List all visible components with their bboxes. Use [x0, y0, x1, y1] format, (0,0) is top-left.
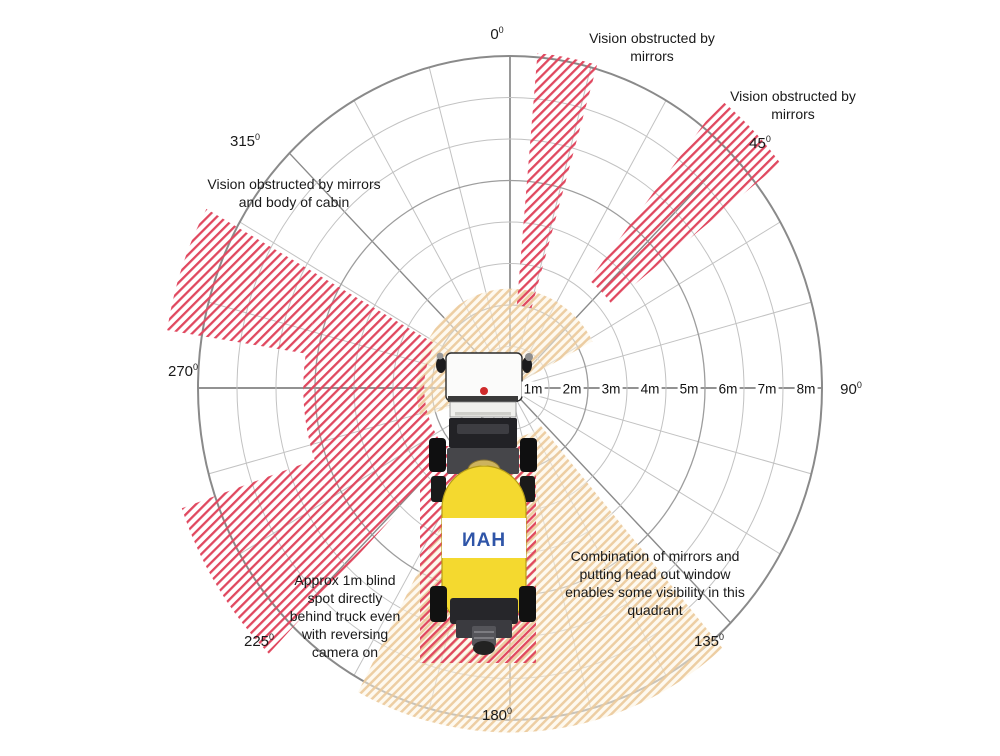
radius-label-2m: 2m — [560, 381, 584, 397]
radius-label-8m: 8m — [794, 381, 818, 397]
right-mirror-icon — [522, 357, 532, 373]
zone-left-obstruction-outer-lower — [181, 459, 367, 654]
angle-label-45: 450 — [749, 134, 771, 152]
roof-beacon — [480, 387, 488, 395]
left-mirror-knob — [436, 352, 444, 360]
cab-rear-bar — [448, 396, 518, 402]
rear-right-wheel — [519, 586, 536, 622]
annotation-bottom-right: Combination of mirrors and putting head … — [565, 548, 745, 618]
cab-grille — [455, 412, 511, 416]
front-left-wheel — [429, 438, 446, 472]
angle-label-315: 3150 — [229, 132, 261, 150]
rear-frame — [450, 598, 518, 624]
angle-label-135: 1350 — [693, 632, 725, 650]
zone-left-obstruction-outer-upper — [167, 208, 330, 354]
left-mirror-icon — [436, 357, 446, 373]
annotation-bottom-left: Approx 1m blind spot directly behind tru… — [289, 572, 401, 660]
drum-band — [442, 518, 526, 558]
angle-label-270: 2700 — [167, 362, 199, 380]
engine-detail — [457, 424, 509, 434]
discharge-chute — [473, 641, 495, 655]
angle-label-180: 1800 — [481, 706, 513, 724]
mid-left-wheel — [431, 476, 446, 502]
radius-label-6m: 6m — [716, 381, 740, 397]
radius-label-3m: 3m — [599, 381, 623, 397]
annotation-left-upper: Vision obstructed by mirrors and body of… — [207, 176, 381, 210]
mixer-truck-graphic: ИAH — [429, 352, 537, 655]
zone-front-mirror-obstruction — [516, 53, 598, 309]
zone-right-45deg-mirror-obstruction — [589, 100, 781, 304]
radius-label-1m: 1m — [521, 381, 545, 397]
radius-label-5m: 5m — [677, 381, 701, 397]
drum-logo-text: ИAH — [462, 530, 506, 551]
angle-label-0: 00 — [490, 25, 504, 43]
zone-left-obstruction-inner — [303, 281, 451, 547]
right-mirror-knob — [525, 353, 533, 361]
annotation-right: Vision obstructed by mirrors — [730, 88, 856, 122]
radius-label-4m: 4m — [638, 381, 662, 397]
radius-label-7m: 7m — [755, 381, 779, 397]
annotation-top: Vision obstructed by mirrors — [589, 30, 715, 64]
rear-left-wheel — [430, 586, 447, 622]
rear-ladder — [472, 626, 496, 646]
front-right-wheel — [520, 438, 537, 472]
angle-label-90: 900 — [840, 380, 862, 398]
angle-label-225: 2250 — [243, 632, 275, 650]
